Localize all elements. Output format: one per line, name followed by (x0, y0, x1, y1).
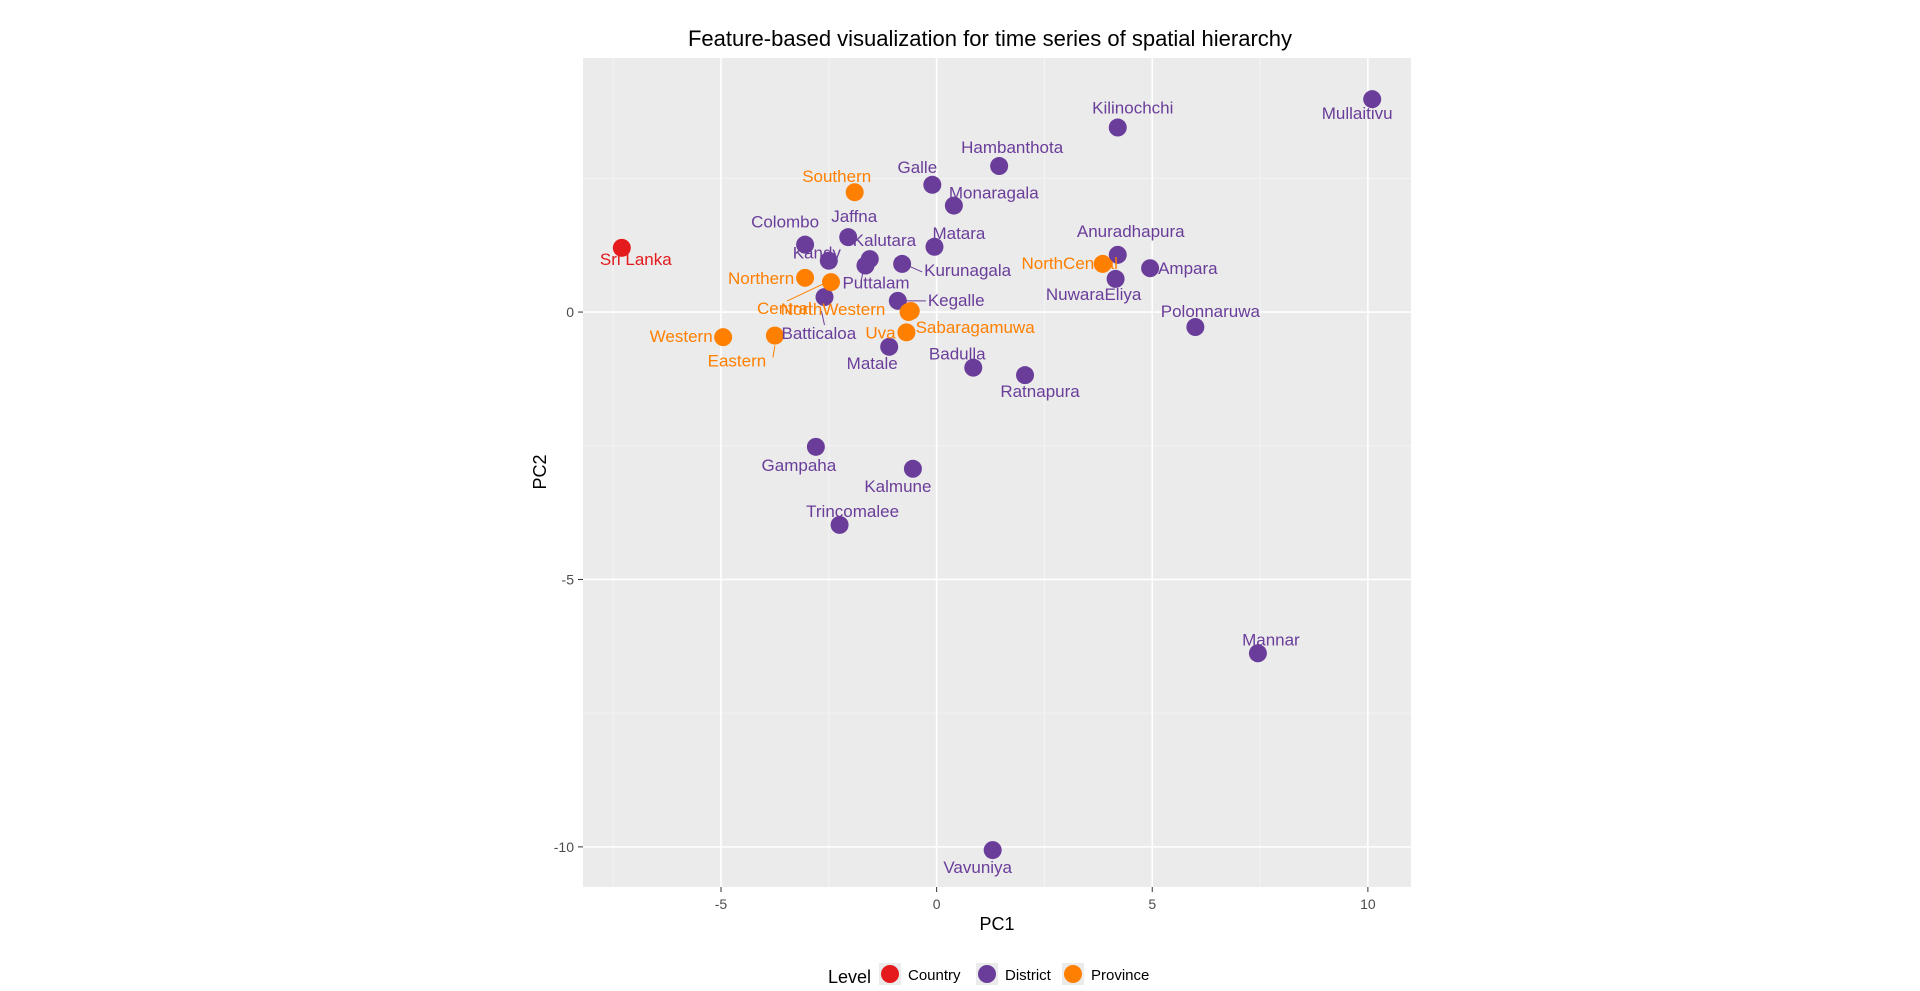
point-label: Polonnaruwa (1161, 302, 1261, 321)
x-axis-title: PC1 (979, 914, 1014, 934)
data-point-ampara (1141, 259, 1160, 278)
data-point-kegalle (888, 291, 907, 310)
point-label: Kegalle (928, 291, 985, 310)
point-label: Hambanthota (961, 138, 1064, 157)
data-point-monaragala (944, 196, 963, 215)
data-point-eastern (765, 326, 784, 345)
legend-items: Country District Province (879, 963, 1149, 985)
data-point-sabaragamuwa (899, 303, 918, 322)
data-point-mullaitivu (1363, 90, 1382, 109)
data-point-jaffna (839, 228, 858, 247)
y-tick-label: -5 (562, 571, 575, 587)
y-tick-label: -10 (554, 839, 574, 855)
data-points (612, 90, 1382, 860)
point-label: Eastern (708, 352, 767, 371)
point-label: Mannar (1242, 630, 1300, 649)
point-label: NorthCentral (1021, 254, 1117, 273)
major-gridlines (583, 58, 1411, 887)
point-label: Kandy (793, 244, 842, 263)
point-label: Uva (865, 323, 896, 342)
data-point-puttalam (856, 256, 875, 275)
point-label: Ratnapura (1000, 382, 1080, 401)
data-point-southern (845, 183, 864, 202)
point-label: Matara (932, 224, 985, 243)
legend-label: Country (908, 967, 961, 984)
y-axis-title: PC2 (530, 454, 550, 489)
data-point-nuwaraeliya (1106, 269, 1125, 288)
point-label: NuwaraEliya (1046, 285, 1142, 304)
point-label: Northern (728, 269, 794, 288)
point-label: Western (650, 327, 713, 346)
point-label: Anuradhapura (1077, 222, 1185, 241)
point-label: Matale (847, 354, 898, 373)
leader-line (772, 345, 776, 358)
data-point-kalmune (903, 459, 922, 478)
x-tick-label: 0 (933, 896, 941, 912)
point-label: Ampara (1158, 259, 1218, 278)
legend-label: Province (1091, 967, 1149, 984)
point-label: Jaffna (831, 207, 878, 226)
data-point-northern (796, 268, 815, 287)
data-point-northcentral (1093, 254, 1112, 273)
point-label: Central (757, 299, 812, 318)
point-label: NorthWestern (781, 300, 886, 319)
point-label: Puttalam (842, 274, 909, 293)
data-point-trincomalee (830, 515, 849, 534)
y-axis-ticks: -10 -5 0 (554, 304, 583, 855)
chart-title: Feature-based visualization for time ser… (688, 26, 1292, 51)
point-label: Badulla (929, 345, 986, 364)
data-point-kandy (819, 251, 838, 270)
data-point-kilinochchi (1108, 118, 1127, 137)
data-point-western (714, 328, 733, 347)
point-label: Kalmune (864, 477, 931, 496)
point-label: Kilinochchi (1092, 99, 1173, 118)
point-label: Gampaha (762, 456, 837, 475)
point-label: Trincomalee (806, 502, 899, 521)
data-point-sri-lanka (612, 238, 631, 257)
legend-key-country (881, 965, 899, 983)
point-label: Sabaragamuwa (916, 318, 1036, 337)
legend-title: Level (828, 967, 871, 987)
x-tick-label: 10 (1360, 896, 1376, 912)
leader-line (786, 283, 824, 302)
leader-line (821, 310, 825, 326)
legend-label: District (1005, 967, 1052, 984)
data-point-uva (897, 323, 916, 342)
data-point-ratnapura (1016, 366, 1035, 385)
legend-key-district (978, 965, 996, 983)
plot-panel (583, 58, 1411, 887)
point-label: Colombo (751, 213, 819, 232)
data-point-hambanthota (990, 157, 1009, 176)
point-label: Monaragala (949, 184, 1039, 203)
x-tick-label: -5 (715, 896, 728, 912)
data-point-badulla (964, 358, 983, 377)
point-label: Kurunagala (924, 261, 1012, 280)
data-point-anuradhapura (1108, 245, 1127, 264)
point-label: Sri Lanka (600, 250, 672, 269)
point-label: Batticaloa (782, 324, 857, 343)
data-point-kurunagala (893, 254, 912, 273)
point-labels: Sri Lanka Mullaitivu Kilinochchi Hambanthot… (600, 99, 1393, 878)
data-point-batticaloa (815, 288, 834, 307)
point-label: Kalutara (853, 231, 917, 250)
data-point-colombo (796, 235, 815, 254)
data-point-gampaha (806, 437, 825, 456)
legend: Level Country District Province (828, 963, 1149, 987)
point-label: Southern (802, 167, 871, 186)
point-label: Vavuniya (943, 858, 1012, 877)
y-tick-label: 0 (566, 304, 574, 320)
data-point-matale (880, 337, 899, 356)
point-label: Galle (897, 158, 937, 177)
data-point-polonnaruwa (1186, 318, 1205, 337)
point-label: Mullaitivu (1322, 104, 1393, 123)
data-point-mannar (1248, 644, 1267, 663)
data-point-central (821, 273, 840, 292)
data-point-galle (923, 175, 942, 194)
data-point-vavuniya (983, 841, 1002, 860)
x-tick-label: 5 (1148, 896, 1156, 912)
legend-key-province (1064, 965, 1082, 983)
data-point-matara (925, 237, 944, 256)
x-axis-ticks: -5 0 5 10 (715, 887, 1376, 912)
